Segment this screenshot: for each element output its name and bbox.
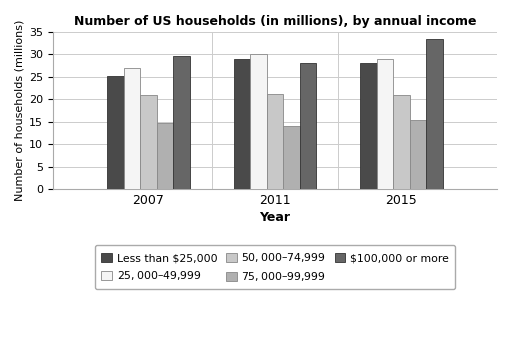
Y-axis label: Number of households (millions): Number of households (millions) (15, 20, 25, 201)
Title: Number of US households (in millions), by annual income: Number of US households (in millions), b… (74, 15, 476, 28)
Bar (283, 126, 300, 189)
Bar (360, 63, 377, 189)
Bar (300, 63, 316, 189)
Bar (140, 95, 157, 189)
Bar (267, 94, 283, 189)
Bar (410, 120, 426, 189)
Bar (108, 75, 124, 189)
Bar (393, 95, 410, 189)
Bar (234, 59, 250, 189)
X-axis label: Year: Year (260, 211, 290, 224)
Legend: Less than $25,000, $25,000–$49,999, $50,000–$74,999, $75,000–$99,999, $100,000 o: Less than $25,000, $25,000–$49,999, $50,… (95, 245, 455, 289)
Bar (157, 123, 173, 189)
Bar (173, 56, 189, 189)
Bar (377, 59, 393, 189)
Bar (426, 39, 442, 189)
Bar (124, 68, 140, 189)
Bar (250, 54, 267, 189)
